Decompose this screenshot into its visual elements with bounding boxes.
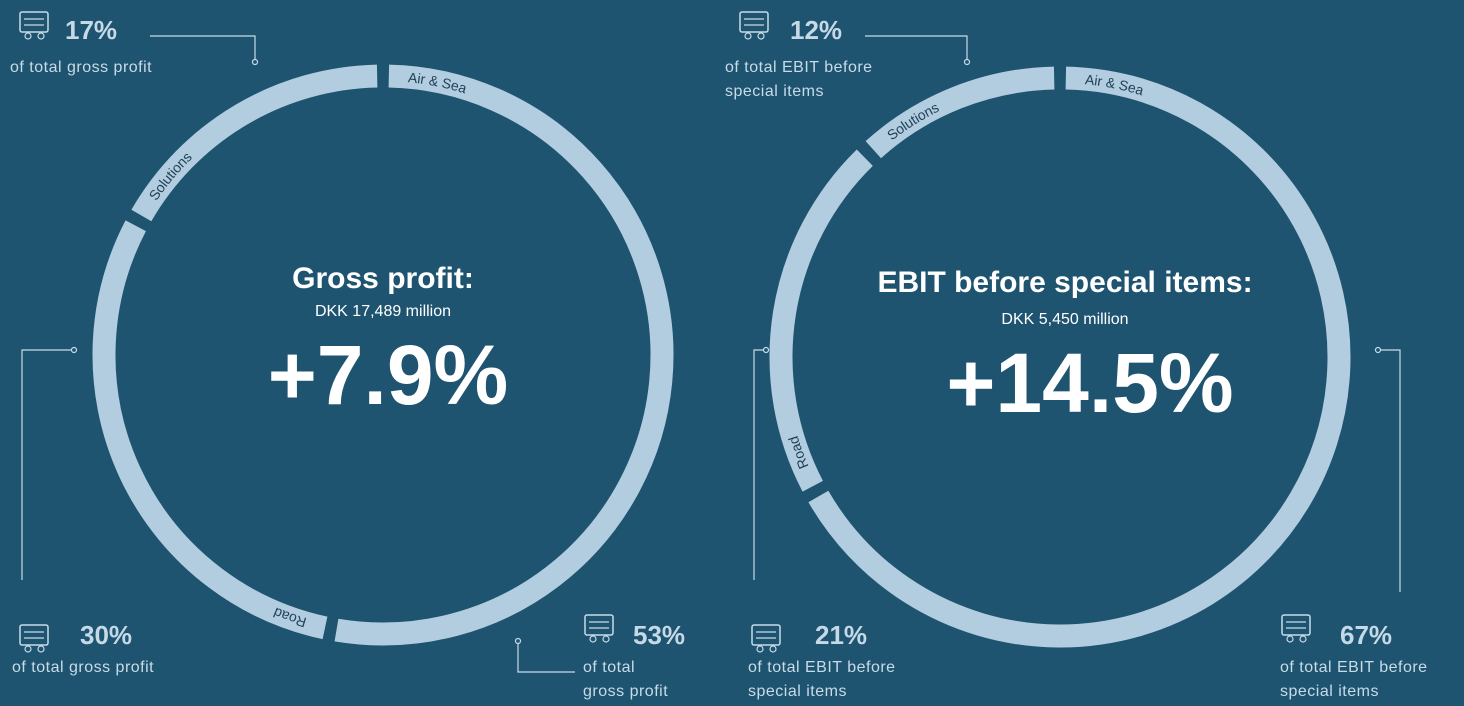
leader-dot bbox=[70, 346, 78, 354]
share-note: special items bbox=[1280, 683, 1379, 700]
icon-wheel bbox=[37, 645, 45, 653]
share-note: of total gross profit bbox=[12, 659, 154, 676]
leader-dot bbox=[251, 58, 259, 66]
icon bbox=[739, 11, 769, 40]
share-note: of total EBIT before bbox=[1280, 659, 1428, 676]
ring-segment bbox=[808, 66, 1351, 648]
percent-label: 12% bbox=[790, 15, 842, 45]
percent-label: 21% bbox=[815, 620, 867, 650]
center-subtitle: DKK 5,450 million bbox=[1001, 311, 1128, 328]
icon bbox=[19, 624, 49, 653]
icon-frame bbox=[751, 624, 781, 646]
center-change: +14.5% bbox=[946, 336, 1233, 430]
ring-segment bbox=[131, 64, 378, 222]
icon bbox=[751, 624, 781, 653]
leader-dot bbox=[514, 637, 522, 645]
icon-wheel bbox=[602, 635, 610, 643]
icon-wheel bbox=[24, 645, 32, 653]
ring-segment bbox=[92, 220, 328, 640]
share-note: of total EBIT before bbox=[725, 59, 873, 76]
center-title: EBIT before special items: bbox=[877, 266, 1252, 299]
leader-line bbox=[150, 35, 256, 62]
percent-label: 30% bbox=[80, 620, 132, 650]
leader-dot bbox=[1374, 346, 1382, 354]
icon-frame bbox=[19, 11, 49, 33]
icon bbox=[1281, 614, 1311, 643]
icon-wheel bbox=[24, 32, 32, 40]
icon-wheel bbox=[769, 645, 777, 653]
icon-wheel bbox=[744, 32, 752, 40]
center-change: +7.9% bbox=[268, 328, 509, 422]
leader-line bbox=[1378, 349, 1401, 592]
icon bbox=[584, 614, 614, 643]
segment-label-path: Solutions bbox=[145, 148, 194, 203]
share-note: gross profit bbox=[583, 683, 668, 700]
percent-label: 53% bbox=[633, 620, 685, 650]
share-note: of total bbox=[583, 659, 635, 676]
leader-line bbox=[517, 641, 575, 673]
icon bbox=[19, 11, 49, 40]
leader-dot bbox=[963, 58, 971, 66]
center-subtitle: DKK 17,489 million bbox=[315, 303, 451, 320]
percent-label: 67% bbox=[1340, 620, 1392, 650]
ring-segment bbox=[769, 149, 873, 492]
ring-segment bbox=[865, 66, 1055, 159]
icon-wheel bbox=[1286, 635, 1294, 643]
icon-frame bbox=[584, 614, 614, 636]
icon-frame bbox=[19, 624, 49, 646]
icon-wheel bbox=[1299, 635, 1307, 643]
leader-line bbox=[753, 349, 766, 580]
ring-segment bbox=[334, 64, 674, 646]
icon-wheel bbox=[756, 645, 764, 653]
leader-dot bbox=[762, 346, 770, 354]
icon-wheel bbox=[589, 635, 597, 643]
segment-label: Solutions bbox=[145, 148, 194, 203]
icon-wheel bbox=[37, 32, 45, 40]
center-title: Gross profit: bbox=[292, 262, 474, 295]
icon-frame bbox=[1281, 614, 1311, 636]
share-note: of total EBIT before bbox=[748, 659, 896, 676]
icon-wheel bbox=[757, 32, 765, 40]
leader-line bbox=[865, 35, 968, 62]
icon-frame bbox=[739, 11, 769, 33]
leader-line bbox=[21, 349, 74, 580]
share-note: of total gross profit bbox=[10, 59, 152, 76]
share-note: special items bbox=[725, 83, 824, 100]
percent-label: 17% bbox=[65, 15, 117, 45]
share-note: special items bbox=[748, 683, 847, 700]
